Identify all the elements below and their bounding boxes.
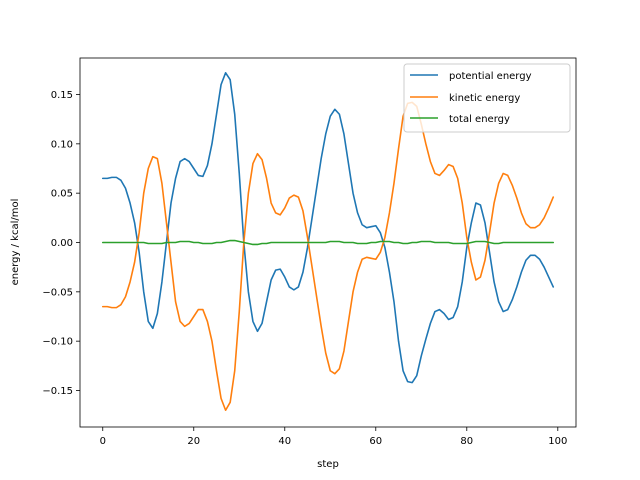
legend: potential energy kinetic energy total en… [403, 63, 571, 133]
series-layer [101, 72, 555, 412]
x-tick-label: 60 [369, 436, 382, 447]
series-line-kinetic [101, 101, 555, 412]
legend-label-total: total energy [449, 114, 510, 125]
y-tick-label: −0.10 [42, 337, 73, 348]
y-tick-label: −0.15 [42, 386, 73, 397]
x-tick-label: 40 [278, 436, 291, 447]
y-tick-label: −0.05 [42, 287, 73, 298]
legend-label-potential: potential energy [449, 71, 532, 82]
series-line-potential [101, 72, 555, 384]
y-tick-label: 0.10 [51, 139, 73, 150]
y-axis-ticks: −0.15 −0.10 −0.05 0.00 0.05 0.10 0.15 [42, 90, 80, 397]
x-tick-label: 0 [100, 436, 106, 447]
x-tick-label: 80 [460, 436, 473, 447]
y-tick-label: 0.00 [51, 238, 73, 249]
series-line-total [101, 239, 555, 246]
legend-box [403, 63, 571, 133]
x-tick-label: 100 [548, 436, 567, 447]
x-axis-ticks: 0 20 40 60 80 100 [100, 427, 567, 447]
y-tick-label: 0.15 [51, 90, 73, 101]
y-tick-label: 0.05 [51, 189, 73, 200]
y-axis-label: energy / kcal/mol [10, 199, 21, 286]
x-tick-label: 20 [187, 436, 200, 447]
legend-label-kinetic: kinetic energy [449, 93, 520, 104]
x-axis-label: step [317, 459, 339, 470]
